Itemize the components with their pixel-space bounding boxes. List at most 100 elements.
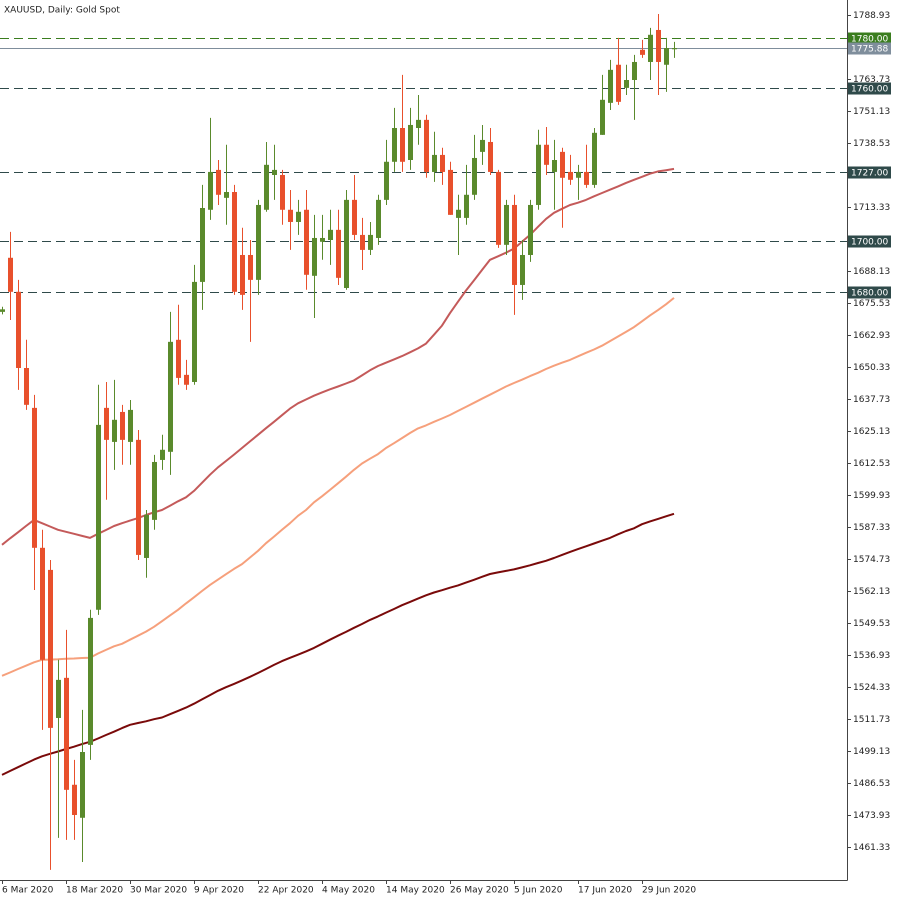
level-box (848, 32, 891, 45)
x-tick-label: 29 Jun 2020 (642, 886, 696, 896)
candle-body (528, 204, 533, 255)
y-tick-label: 1788.93 (853, 11, 890, 21)
candle-body (56, 679, 61, 718)
y-tick-label: 1662.93 (853, 331, 890, 341)
candle-body (8, 257, 13, 292)
candle-body (272, 169, 277, 175)
candle-body (344, 199, 349, 288)
candle-body (136, 439, 141, 555)
candle-body (568, 171, 573, 180)
level-box (848, 166, 891, 179)
level-label: 1780.00 (851, 35, 888, 45)
candle-body (544, 144, 549, 165)
candle-body (224, 192, 229, 198)
x-tick-label: 5 Jun 2020 (514, 886, 563, 896)
candle-body (0, 309, 5, 312)
candle-body (312, 237, 317, 276)
candle-body (24, 368, 29, 405)
level-box (848, 235, 891, 248)
y-tick-label: 1612.53 (853, 459, 890, 469)
candle-body (384, 161, 389, 200)
candle-body (184, 374, 189, 385)
candle-body (624, 80, 629, 88)
y-tick-label: 1473.93 (853, 811, 890, 821)
candle-body (152, 461, 157, 520)
moving-average-line (1, 512, 675, 776)
candle-body (440, 154, 445, 172)
candle-body (448, 169, 453, 215)
candle-body (128, 409, 133, 442)
candle-body (320, 237, 325, 242)
candle-body (80, 752, 85, 818)
y-tick-label: 1688.13 (853, 267, 890, 277)
candle-body (632, 61, 637, 80)
candle-body (200, 208, 205, 282)
y-tick-label: 1599.93 (853, 491, 890, 501)
x-tick-label: 22 Apr 2020 (258, 886, 314, 896)
candle-body (160, 449, 165, 460)
x-tick-label: 18 Mar 2020 (66, 886, 123, 896)
level-label: 1680.00 (851, 289, 888, 299)
candle-body (640, 49, 645, 55)
candle-body (600, 99, 605, 135)
candle-body (112, 419, 117, 442)
candle-body (232, 192, 237, 292)
candle-body (336, 229, 341, 278)
candle-body (120, 411, 125, 440)
y-tick-label: 1650.33 (853, 363, 890, 373)
y-tick-label: 1562.13 (853, 587, 890, 597)
candle-body (536, 144, 541, 205)
candle-body (304, 209, 309, 275)
candle-body (288, 209, 293, 222)
candle-body (248, 254, 253, 280)
y-tick-label: 1524.33 (853, 683, 890, 693)
candle-body (672, 48, 677, 50)
candle-body (328, 229, 333, 240)
candle-body (96, 424, 101, 610)
candle-body (520, 254, 525, 285)
y-tick-label: 1763.73 (853, 75, 890, 85)
candle-body (376, 199, 381, 238)
moving-average-line (1, 297, 675, 677)
candle-body (608, 69, 613, 103)
y-tick-label: 1637.73 (853, 395, 890, 405)
candle-body (464, 194, 469, 218)
x-tick-label: 4 May 2020 (322, 886, 375, 896)
current-price-box (848, 42, 891, 55)
x-tick-label: 30 Mar 2020 (130, 886, 187, 896)
candle-body (296, 211, 301, 222)
y-tick-label: 1486.53 (853, 779, 890, 789)
candle-body (616, 64, 621, 102)
candle-body (456, 209, 461, 218)
x-tick-label: 14 May 2020 (386, 886, 445, 896)
candle-body (480, 139, 485, 152)
candle-body (584, 171, 589, 185)
current-price-label: 1775.88 (851, 45, 888, 55)
candle-body (40, 547, 45, 660)
y-tick-label: 1713.33 (853, 203, 890, 213)
candle-body (488, 141, 493, 172)
candle-body (352, 199, 357, 235)
candle-body (592, 132, 597, 185)
candle-body (256, 204, 261, 280)
candle-body (264, 164, 269, 210)
y-tick-label: 1499.13 (853, 747, 890, 757)
y-tick-label: 1549.53 (853, 619, 890, 629)
y-tick-label: 1511.73 (853, 715, 890, 725)
candle-body (400, 128, 405, 162)
candle-body (648, 34, 653, 62)
y-tick-label: 1461.33 (853, 843, 890, 853)
candle-body (176, 339, 181, 378)
level-box (848, 82, 891, 95)
candle-body (424, 119, 429, 172)
candle-body (32, 407, 37, 548)
candle-body (560, 151, 565, 178)
candle-body (208, 171, 213, 210)
y-tick-label: 1536.93 (853, 651, 890, 661)
candle-body (360, 234, 365, 250)
candle-body (280, 174, 285, 210)
candle-body (16, 291, 21, 368)
candle-body (48, 569, 53, 728)
